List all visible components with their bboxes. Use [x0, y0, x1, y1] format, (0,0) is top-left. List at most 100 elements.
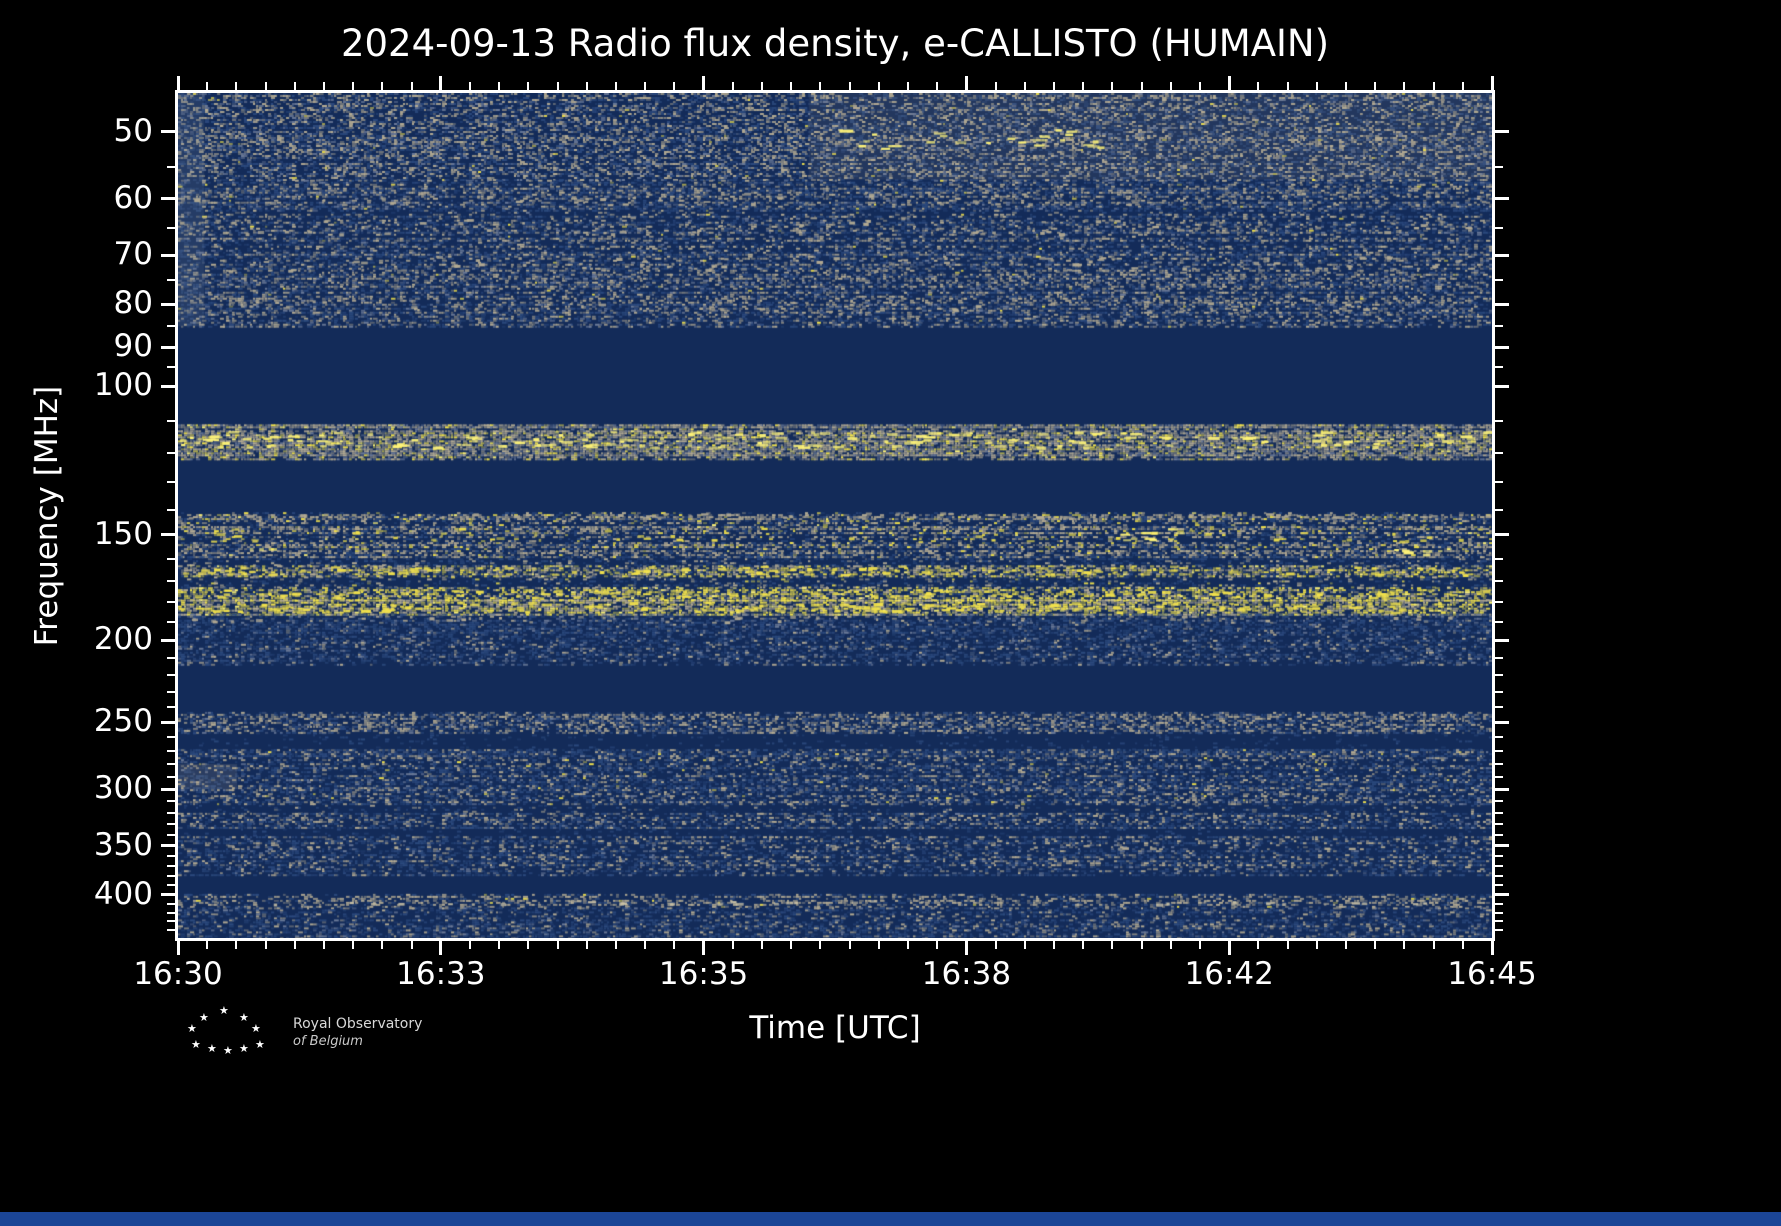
axis-tick [644, 941, 647, 949]
axis-tick [1495, 420, 1503, 422]
axis-tick [167, 279, 175, 282]
axis-tick [1495, 481, 1503, 484]
axis-tick [1495, 130, 1509, 134]
axis-tick [1495, 620, 1503, 623]
y-tick-label: 50 [113, 112, 153, 149]
axis-tick [761, 941, 763, 949]
x-tick-label: 16:30 [133, 956, 223, 992]
star-icon: ★ [239, 1011, 249, 1024]
axis-tick [167, 834, 175, 837]
logo-line1: Royal Observatory [293, 1016, 423, 1032]
axis-tick [1495, 855, 1503, 858]
axis-tick [1495, 787, 1509, 791]
axis-tick [1111, 82, 1114, 90]
axis-tick [1286, 82, 1289, 90]
axis-tick [1495, 735, 1503, 738]
axis-tick [615, 82, 617, 90]
axis-tick [1495, 749, 1503, 752]
axis-tick [1140, 82, 1143, 90]
axis-tick [731, 82, 734, 90]
axis-tick [167, 749, 175, 752]
star-icon: ★ [223, 1044, 233, 1057]
axis-tick [167, 762, 175, 765]
axis-tick [293, 82, 296, 90]
axis-tick [439, 941, 443, 955]
axis-tick [1495, 893, 1509, 897]
star-icon: ★ [239, 1042, 249, 1055]
axis-tick [323, 82, 325, 90]
axis-tick [167, 811, 175, 814]
axis-tick [1227, 76, 1231, 90]
axis-tick [1495, 811, 1503, 814]
axis-tick [644, 82, 647, 90]
star-icon: ★ [251, 1022, 261, 1035]
axis-tick [1257, 82, 1260, 90]
bottom-bar [0, 1212, 1781, 1226]
axis-tick [264, 82, 267, 90]
axis-tick [1495, 600, 1503, 603]
chart-title: 2024-09-13 Radio flux density, e-CALLIST… [340, 22, 1330, 65]
axis-tick [167, 735, 175, 738]
axis-tick [161, 533, 175, 537]
axis-tick [790, 941, 793, 949]
axis-tick [1169, 82, 1172, 90]
axis-tick [1495, 834, 1503, 837]
axis-tick [352, 941, 355, 949]
x-tick-label: 16:33 [396, 956, 486, 992]
axis-tick [161, 345, 175, 349]
axis-tick [1374, 82, 1377, 90]
axis-tick [1495, 657, 1503, 660]
axis-tick [469, 82, 471, 90]
axis-tick [1495, 345, 1509, 349]
y-tick-label: 80 [113, 285, 153, 322]
axis-tick [167, 874, 175, 877]
axis-tick [1495, 690, 1503, 693]
axis-tick [1257, 941, 1260, 949]
axis-tick [527, 82, 530, 90]
axis-tick [1495, 800, 1503, 803]
axis-tick [1495, 451, 1503, 454]
axis-tick [167, 775, 175, 778]
axis-tick [410, 941, 413, 949]
axis-tick [1495, 253, 1509, 257]
axis-tick [167, 600, 175, 603]
axis-tick [1082, 82, 1085, 90]
axis-tick [323, 941, 325, 949]
axis-tick [994, 82, 997, 90]
axis-tick [167, 325, 175, 328]
axis-tick [498, 941, 501, 949]
axis-tick [848, 941, 851, 949]
axis-tick [877, 82, 880, 90]
axis-tick [469, 941, 471, 949]
axis-tick [1461, 82, 1464, 90]
axis-tick [167, 690, 175, 693]
axis-tick [585, 941, 588, 949]
y-tick-label: 100 [93, 367, 153, 404]
axis-tick [1495, 226, 1503, 229]
axis-tick [1495, 720, 1509, 724]
axis-tick [167, 226, 175, 229]
y-tick-label: 300 [93, 770, 153, 807]
axis-tick [1495, 557, 1503, 560]
axis-tick [1495, 865, 1503, 868]
axis-tick [1111, 941, 1114, 949]
axis-tick [1023, 941, 1026, 949]
axis-tick [167, 855, 175, 858]
axis-tick [1495, 302, 1509, 306]
axis-tick [1490, 76, 1494, 90]
axis-tick [1345, 941, 1347, 949]
axis-tick [1023, 82, 1026, 90]
rob-logo-text: Royal Observatory of Belgium [293, 1015, 422, 1050]
axis-tick [1432, 82, 1435, 90]
axis-tick [702, 76, 706, 90]
axis-tick [167, 911, 175, 914]
axis-tick [585, 82, 588, 90]
axis-tick [1495, 579, 1503, 582]
axis-tick [877, 941, 880, 949]
axis-tick [439, 76, 443, 90]
axis-tick [161, 893, 175, 897]
star-icon: ★ [219, 1004, 229, 1017]
x-axis-label: Time [UTC] [749, 1010, 921, 1046]
axis-tick [1374, 941, 1377, 949]
